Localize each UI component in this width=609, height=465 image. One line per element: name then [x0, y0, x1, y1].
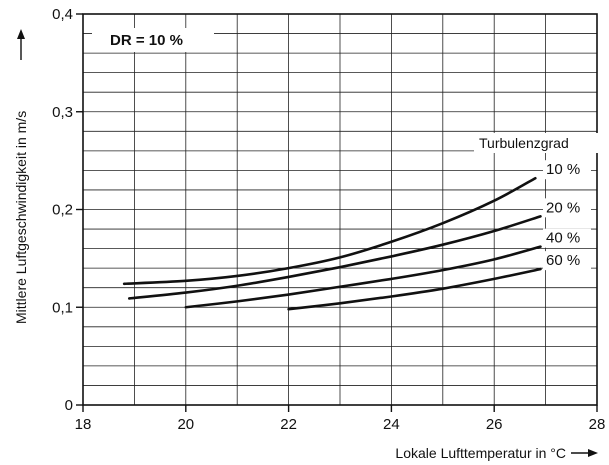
- x-tick-label: 18: [75, 416, 92, 433]
- chart-title: DR = 10 %: [110, 32, 183, 49]
- y-axis-arrow: [17, 29, 25, 60]
- x-tick-label: 24: [383, 416, 400, 433]
- series-label: 40 %: [546, 230, 580, 247]
- series-label: 20 %: [546, 199, 580, 216]
- series-line: [127, 215, 542, 300]
- x-axis-title: Lokale Lufttemperatur in °C: [395, 445, 566, 461]
- series-label: 10 %: [546, 161, 580, 178]
- y-tick-label: 0,3: [52, 104, 73, 121]
- y-tick-label: 0,2: [52, 202, 73, 219]
- series-line: [287, 267, 542, 311]
- grid: [83, 14, 597, 405]
- series-label-background: [543, 251, 591, 271]
- y-tick-label: 0: [65, 397, 73, 414]
- series-line: [122, 176, 537, 286]
- legend-title-background: [474, 133, 600, 153]
- y-tick-label: 0,1: [52, 299, 73, 316]
- y-tick-label: 0,4: [52, 6, 73, 23]
- x-tick-label: 26: [486, 416, 503, 433]
- series-line: [184, 245, 542, 309]
- x-tick-label: 22: [280, 416, 297, 433]
- legend-title: Turbulenzgrad: [479, 135, 569, 151]
- x-tick-label: 28: [589, 416, 606, 433]
- series-label: 60 %: [546, 252, 580, 269]
- x-tick-label: 20: [177, 416, 194, 433]
- series-label-background: [543, 228, 591, 248]
- series-lines: 10 % 20 % 40 % 60 %: [122, 160, 591, 311]
- series-label-background: [543, 198, 591, 218]
- chart-title-background: [92, 28, 214, 52]
- axis-ticks: 18 20 22 24 26 28 0 0,1 0,2 0,3 0,4: [52, 6, 605, 433]
- series-label-background: [543, 160, 591, 180]
- x-axis-arrow: [571, 449, 598, 457]
- y-axis-title: Mittlere Luftgeschwindigkeit in m/s: [13, 111, 29, 324]
